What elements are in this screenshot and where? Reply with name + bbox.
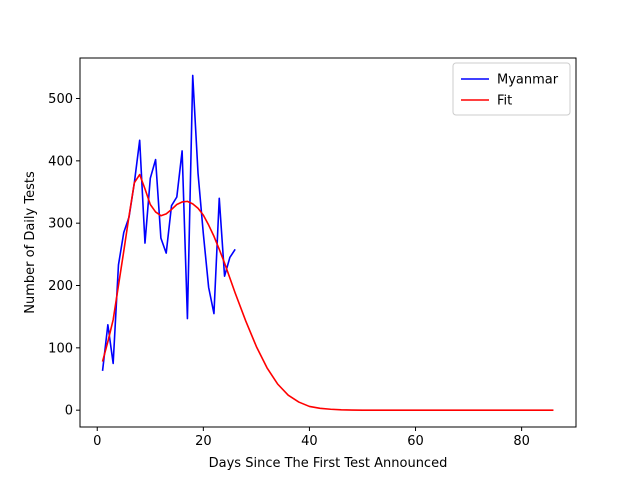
y-tick-label: 500 [48, 92, 73, 107]
legend-label: Fit [497, 94, 512, 109]
series-layer [101, 74, 554, 411]
series-line-myanmar [101, 74, 236, 371]
y-tick-label: 0 [65, 404, 73, 419]
x-tick-label: 40 [301, 434, 318, 449]
x-axis-label: Days Since The First Test Announced [209, 456, 448, 471]
axes-frame [79, 57, 577, 428]
x-tick-label: 20 [195, 434, 212, 449]
y-tick-label: 400 [48, 154, 73, 169]
y-axis-ticks: 0 100 200 300 400 500 [48, 92, 80, 419]
legend-label: Myanmar [497, 73, 559, 88]
x-tick-label: 60 [407, 434, 424, 449]
y-tick-label: 200 [48, 279, 73, 294]
y-axis-label: Number of Daily Tests [23, 171, 38, 314]
y-tick-label: 100 [48, 341, 73, 356]
legend-box [452, 62, 571, 116]
y-tick-label: 300 [48, 217, 73, 232]
x-tick-label: 80 [513, 434, 530, 449]
x-tick-label: 0 [93, 434, 101, 449]
series-line-fit [101, 173, 554, 411]
legend: Myanmar Fit [452, 62, 571, 116]
x-axis-ticks: 0 20 40 60 80 [93, 427, 530, 449]
